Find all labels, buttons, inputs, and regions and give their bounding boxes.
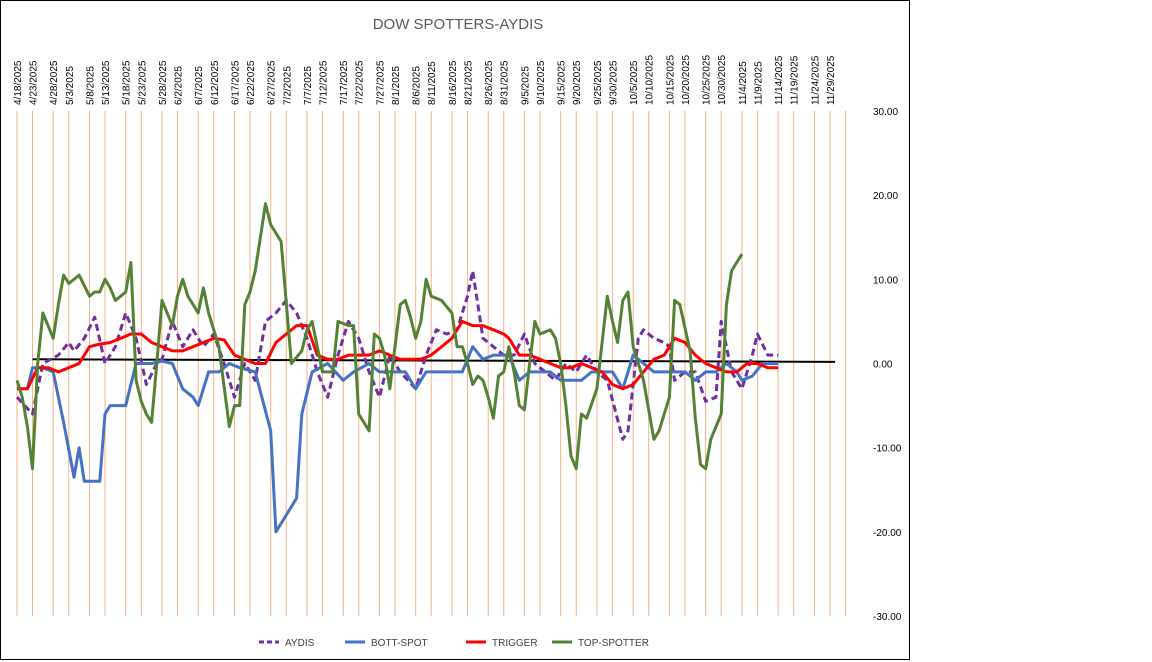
x-tick-label: 7/7/2025: [303, 66, 314, 105]
x-tick-label: 9/10/2025: [536, 60, 547, 105]
x-tick-label: 6/17/2025: [230, 60, 241, 105]
x-tick-label: 7/17/2025: [339, 60, 350, 105]
trendline: [32, 358, 836, 363]
y-tick-label: 10.00: [873, 275, 898, 286]
x-tick-label: 8/21/2025: [463, 60, 474, 105]
x-tick-label: 8/31/2025: [500, 60, 511, 105]
x-tick-label: 5/13/2025: [101, 60, 112, 105]
x-tick-label: 9/20/2025: [572, 60, 583, 105]
x-tick-label: 11/9/2025: [753, 61, 764, 105]
y-tick-label: -20.00: [873, 528, 902, 539]
x-tick-label: 6/22/2025: [246, 60, 257, 105]
x-tick-label: 5/8/2025: [85, 66, 96, 105]
x-tick-label: 8/1/2025: [391, 66, 402, 105]
y-tick-label: 20.00: [873, 191, 898, 202]
series-line-bott-spot: [17, 345, 779, 534]
x-tick-label: 8/26/2025: [484, 60, 495, 105]
y-tick-label: -30.00: [873, 612, 902, 623]
x-tick-label: 10/20/2025: [681, 55, 692, 105]
x-tick-label: 9/15/2025: [557, 60, 568, 105]
x-tick-label: 6/12/2025: [210, 60, 221, 105]
x-tick-label: 11/14/2025: [774, 55, 785, 105]
legend: AYDIS BOTT-SPOT TRIGGER TOP-SPOTTER: [259, 638, 649, 649]
x-tick-label: 9/25/2025: [593, 60, 604, 105]
x-tick-label: 11/24/2025: [810, 55, 821, 105]
x-tick-label: 10/30/2025: [717, 55, 728, 105]
x-tick-label: 6/7/2025: [194, 66, 205, 105]
chart-title: DOW SPOTTERS-AYDIS: [373, 16, 544, 33]
x-tick-label: 11/29/2025: [826, 55, 837, 105]
x-tick-label: 8/6/2025: [412, 66, 423, 105]
chart-frame: DOW SPOTTERS-AYDIS 4/18/2025 4/23/2025 4/2…: [0, 0, 910, 660]
y-tick-label: 30.00: [873, 107, 898, 118]
vertical-gridlines: [16, 111, 846, 616]
x-tick-label: 7/12/2025: [318, 60, 329, 105]
x-tick-label: 10/25/2025: [702, 55, 713, 105]
x-tick-label: 8/16/2025: [448, 60, 459, 105]
x-tick-label: 5/23/2025: [137, 60, 148, 105]
x-tick-label: 4/28/2025: [49, 60, 60, 105]
series-line-top-spotter: [15, 202, 744, 471]
legend-label-aydis: AYDIS: [285, 638, 315, 649]
legend-label-top-spotter: TOP-SPOTTER: [578, 638, 649, 649]
x-tick-label: 7/22/2025: [355, 60, 366, 105]
x-tick-label: 4/18/2025: [13, 60, 24, 105]
trendline-layer: [32, 358, 836, 363]
x-tick-label: 4/23/2025: [29, 60, 40, 105]
x-tick-label: 5/28/2025: [158, 60, 169, 105]
y-tick-label: 0.00: [873, 360, 893, 371]
x-tick-label: 6/27/2025: [267, 60, 278, 105]
x-axis-tick-labels: 4/18/2025 4/23/2025 4/28/2025 5/3/2025 5/8/2…: [13, 55, 837, 105]
x-tick-label: 9/5/2025: [520, 66, 531, 105]
x-tick-label: 11/4/2025: [738, 61, 749, 105]
x-tick-label: 11/19/2025: [790, 55, 801, 105]
x-tick-label: 5/3/2025: [65, 66, 76, 105]
y-tick-label: -10.00: [873, 444, 902, 455]
legend-label-bott-spot: BOTT-SPOT: [371, 638, 428, 649]
x-tick-label: 9/30/2025: [608, 60, 619, 105]
x-tick-label: 5/18/2025: [122, 60, 133, 105]
series-line-trigger: [17, 319, 779, 391]
series-layer: [15, 202, 779, 534]
y-axis-tick-labels: 30.00 20.00 10.00 0.00 -10.00 -20.00 -30.00: [873, 107, 902, 623]
x-tick-label: 8/11/2025: [427, 61, 438, 105]
x-tick-label: 10/15/2025: [665, 55, 676, 105]
x-tick-label: 7/2/2025: [282, 66, 293, 105]
x-tick-label: 10/10/2025: [645, 55, 656, 105]
legend-label-trigger: TRIGGER: [492, 638, 538, 649]
x-tick-label: 6/2/2025: [174, 66, 185, 105]
line-chart: DOW SPOTTERS-AYDIS 4/18/2025 4/23/2025 4/2…: [13, 16, 902, 649]
x-tick-label: 7/27/2025: [375, 60, 386, 105]
x-tick-label: 10/5/2025: [629, 60, 640, 105]
